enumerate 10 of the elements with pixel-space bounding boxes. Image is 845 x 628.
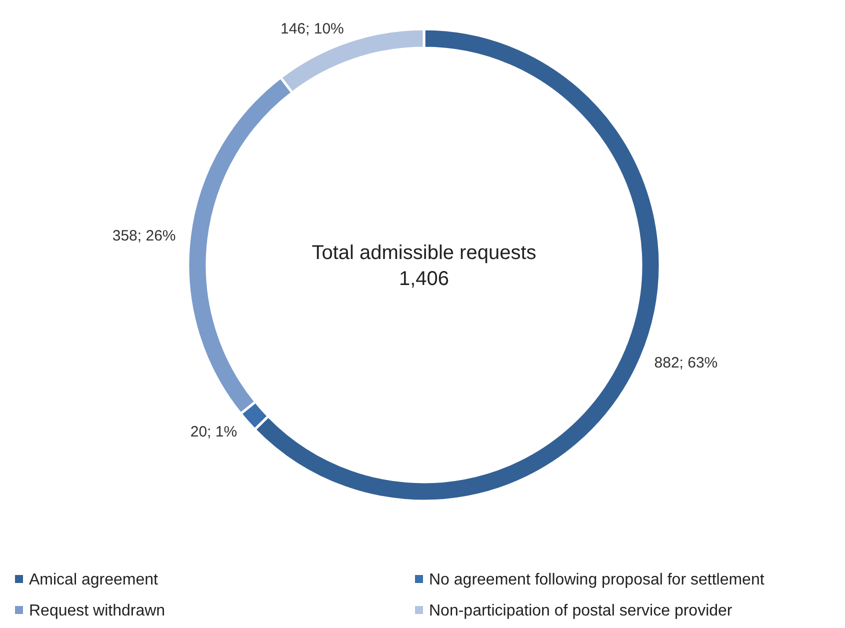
text: Total admissible requests <box>312 242 536 264</box>
data-label: 146; 10% <box>280 20 344 38</box>
legend-label: Request withdrawn <box>29 602 166 620</box>
text: 1,406 <box>398 268 450 290</box>
data-label: 20; 1% <box>190 423 238 440</box>
data-label: 882; 63% <box>654 354 718 372</box>
legend-label: Amical agreement <box>29 572 158 589</box>
legend-label: No agreement following proposal for settlement <box>429 572 765 589</box>
data-label: 358; 26% <box>112 228 176 245</box>
legend-label: Non-participation of postal service provider <box>429 602 733 620</box>
